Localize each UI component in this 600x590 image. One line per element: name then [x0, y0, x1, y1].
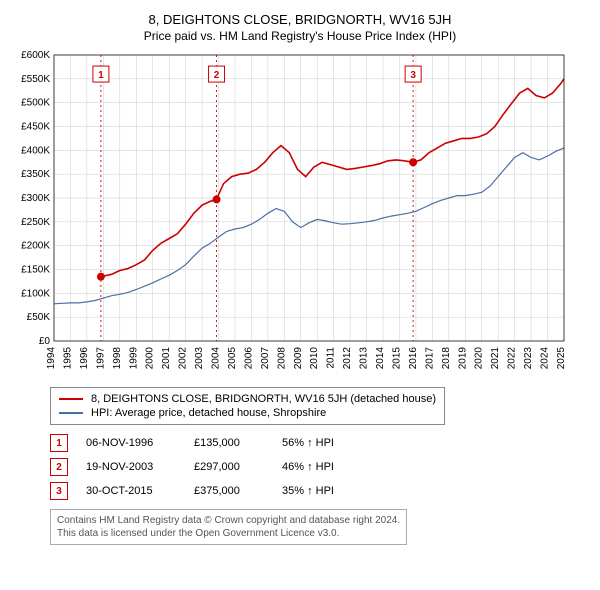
svg-text:1994: 1994: [46, 347, 57, 370]
legend-item: HPI: Average price, detached house, Shro…: [59, 406, 436, 420]
svg-text:£0: £0: [39, 336, 51, 347]
svg-text:2007: 2007: [260, 347, 271, 370]
svg-text:2017: 2017: [424, 347, 435, 370]
svg-text:1999: 1999: [128, 347, 139, 370]
svg-text:2003: 2003: [194, 347, 205, 370]
sale-marker: 3: [50, 482, 68, 500]
svg-text:£50K: £50K: [27, 312, 51, 323]
svg-text:2012: 2012: [342, 347, 353, 370]
svg-text:1998: 1998: [112, 347, 123, 370]
sale-row: 3 30-OCT-2015 £375,000 35% ↑ HPI: [50, 479, 590, 503]
chart-container: £0 £50K £100K £150K £200K £250K £300K £350K £400…: [10, 51, 590, 381]
svg-text:2001: 2001: [161, 347, 172, 370]
svg-text:2010: 2010: [309, 347, 320, 370]
svg-text:2009: 2009: [293, 347, 304, 370]
svg-text:2023: 2023: [523, 347, 534, 370]
svg-text:1997: 1997: [95, 347, 106, 370]
sale-date: 06-NOV-1996: [86, 437, 176, 449]
svg-text:2002: 2002: [178, 347, 189, 370]
svg-text:£300K: £300K: [21, 193, 50, 204]
legend-label: HPI: Average price, detached house, Shro…: [91, 407, 326, 419]
svg-text:2008: 2008: [276, 347, 287, 370]
svg-text:£500K: £500K: [21, 98, 50, 109]
sale-date: 30-OCT-2015: [86, 485, 176, 497]
svg-text:£600K: £600K: [21, 51, 50, 61]
svg-text:2013: 2013: [359, 347, 370, 370]
svg-text:3: 3: [410, 70, 416, 81]
svg-text:1995: 1995: [62, 347, 73, 370]
svg-text:£100K: £100K: [21, 288, 50, 299]
legend-item: 8, DEIGHTONS CLOSE, BRIDGNORTH, WV16 5JH…: [59, 392, 436, 406]
footer-line-1: Contains HM Land Registry data © Crown c…: [57, 514, 400, 527]
svg-text:2021: 2021: [490, 347, 501, 370]
page-title: 8, DEIGHTONS CLOSE, BRIDGNORTH, WV16 5JH: [10, 12, 590, 27]
svg-text:1: 1: [98, 70, 104, 81]
legend-label: 8, DEIGHTONS CLOSE, BRIDGNORTH, WV16 5JH…: [91, 393, 436, 405]
page-subtitle: Price paid vs. HM Land Registry's House …: [10, 29, 590, 43]
sale-marker: 1: [50, 434, 68, 452]
svg-text:2005: 2005: [227, 347, 238, 370]
footer-line-2: This data is licensed under the Open Gov…: [57, 527, 400, 540]
svg-text:2006: 2006: [243, 347, 254, 370]
footer-attribution: Contains HM Land Registry data © Crown c…: [50, 509, 407, 545]
svg-text:2: 2: [214, 70, 220, 81]
svg-text:£550K: £550K: [21, 74, 50, 85]
svg-text:2022: 2022: [507, 347, 518, 370]
svg-text:1996: 1996: [79, 347, 90, 370]
svg-text:2019: 2019: [457, 347, 468, 370]
sale-price: £375,000: [194, 485, 264, 497]
sale-marker: 2: [50, 458, 68, 476]
legend-swatch: [59, 398, 83, 400]
svg-text:2020: 2020: [474, 347, 485, 370]
sale-price: £135,000: [194, 437, 264, 449]
svg-text:£400K: £400K: [21, 145, 50, 156]
legend-swatch: [59, 412, 83, 414]
svg-text:2015: 2015: [391, 347, 402, 370]
svg-text:£200K: £200K: [21, 241, 50, 252]
price-chart: £0 £50K £100K £150K £200K £250K £300K £350K £400…: [10, 51, 570, 381]
sale-hpi: 56% ↑ HPI: [282, 437, 372, 449]
sale-hpi: 46% ↑ HPI: [282, 461, 372, 473]
svg-text:2011: 2011: [326, 347, 337, 369]
sale-price: £297,000: [194, 461, 264, 473]
sale-hpi: 35% ↑ HPI: [282, 485, 372, 497]
svg-text:2025: 2025: [556, 347, 567, 370]
sales-table: 1 06-NOV-1996 £135,000 56% ↑ HPI 2 19-NOV-200…: [50, 431, 590, 503]
svg-text:2000: 2000: [145, 347, 156, 370]
sale-row: 2 19-NOV-2003 £297,000 46% ↑ HPI: [50, 455, 590, 479]
svg-text:£250K: £250K: [21, 217, 50, 228]
svg-text:£450K: £450K: [21, 122, 50, 133]
sale-date: 19-NOV-2003: [86, 461, 176, 473]
svg-text:2016: 2016: [408, 347, 419, 370]
sale-row: 1 06-NOV-1996 £135,000 56% ↑ HPI: [50, 431, 590, 455]
svg-text:£150K: £150K: [21, 265, 50, 276]
svg-text:2014: 2014: [375, 347, 386, 370]
svg-text:2018: 2018: [441, 347, 452, 370]
legend: 8, DEIGHTONS CLOSE, BRIDGNORTH, WV16 5JH…: [50, 387, 445, 425]
svg-text:£350K: £350K: [21, 169, 50, 180]
svg-text:2004: 2004: [211, 347, 222, 370]
svg-text:2024: 2024: [540, 347, 551, 370]
